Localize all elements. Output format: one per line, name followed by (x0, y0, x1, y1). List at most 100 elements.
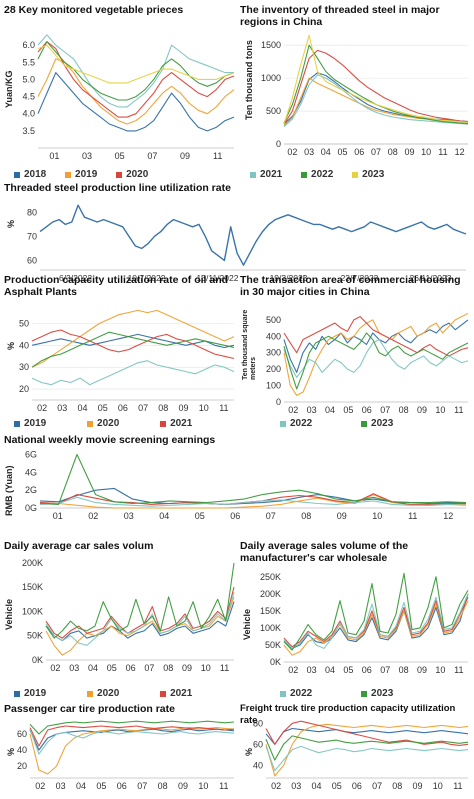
x-tick-label: 07 (137, 781, 147, 791)
y-tick-label: 5.0 (22, 74, 35, 84)
x-tick-label: 10/7/2022 (128, 273, 166, 283)
y-axis-label-oil: % (6, 341, 16, 350)
y-tick-label: 400 (266, 331, 281, 341)
x-tick-label: 06 (354, 147, 364, 157)
series-line-oil-2023 (31, 331, 235, 368)
legend-swatch (160, 420, 167, 427)
x-tick-label: 03 (69, 663, 79, 673)
series-line-movie-2022 (39, 496, 467, 507)
legend-item: 2022 (280, 418, 312, 429)
legend-swatch (14, 171, 20, 178)
y-tick-label: 200K (22, 558, 43, 568)
series-line-passtire-2020 (29, 727, 235, 775)
series-line-trucktire-2021 (265, 720, 469, 746)
y-tick-label: 200 (266, 364, 281, 374)
x-tick-label: 05 (115, 151, 125, 161)
x-tick-label: 03 (124, 511, 134, 521)
y-tick-label: 60 (253, 739, 263, 749)
x-tick-label: 10 (198, 781, 208, 791)
x-tick-label: 09 (417, 405, 427, 415)
y-tick-label: 0G (25, 503, 37, 513)
legend-item: 2019 (14, 688, 46, 699)
x-tick-label: 07 (372, 781, 382, 791)
legend-swatch (352, 171, 359, 178)
series-line-oil-2022 (31, 360, 235, 386)
series-line-veg-2019 (37, 58, 235, 125)
x-tick-label: 03 (57, 403, 67, 413)
series-line-wholesale-2022 (283, 593, 469, 649)
y-tick-label: 60 (27, 255, 37, 265)
x-tick-label: 08 (158, 781, 168, 791)
legend-swatch (87, 690, 94, 697)
series-line-steel-2019 (283, 77, 469, 126)
x-tick-label: 10 (435, 405, 445, 415)
x-tick-label: 09 (180, 151, 190, 161)
x-tick-label: 04 (88, 663, 98, 673)
chart-title-util: Threaded steel production line utilizati… (4, 182, 231, 194)
x-tick-label: 06 (230, 511, 240, 521)
y-tick-label: 30 (19, 362, 29, 372)
legend-swatch (116, 171, 123, 178)
x-tick-label: 11 (220, 663, 229, 673)
chart-title-wholesale: Daily average sales volume of the manufa… (240, 540, 409, 564)
y-tick-label: 40 (253, 760, 263, 770)
series-line-steel-2020 (283, 49, 469, 125)
series-line-housing-2020 (283, 312, 469, 396)
series-line-wholesale-2021 (283, 597, 469, 648)
x-tick-label: 08 (301, 511, 311, 521)
legend-swatch (14, 690, 20, 697)
x-tick-label: 10 (372, 511, 382, 521)
x-tick-label: 04 (321, 147, 331, 157)
legend-item: 2021 (160, 688, 192, 699)
x-tick-label: 07 (380, 405, 390, 415)
x-tick-label: 09 (178, 781, 188, 791)
x-tick-label: 09 (182, 663, 192, 673)
x-tick-label: 02 (288, 405, 298, 415)
chart-title-movie: National weekly movie screening earnings (4, 434, 216, 446)
y-axis-label-carsales: Vehicle (4, 598, 14, 630)
x-tick-label: 12 (455, 147, 465, 157)
legend-item: 2021 (160, 418, 192, 429)
x-tick-label: 05 (338, 147, 348, 157)
series-line-carsales-2023 (45, 562, 235, 639)
y-axis-label-trucktire: % (244, 747, 254, 756)
x-tick-label: 01 (53, 511, 63, 521)
series-line-wholesale-2023 (283, 572, 469, 651)
x-tick-label: 03 (56, 781, 66, 791)
series-line-passtire-2021 (29, 725, 235, 747)
legend-swatch (250, 171, 256, 178)
x-tick-label: 26/11/2023 (410, 273, 452, 283)
legend-wholesale: 2022 2023 (280, 688, 409, 700)
x-tick-label: 08 (163, 663, 173, 673)
x-tick-label: 10 (435, 665, 445, 675)
x-tick-label: 12 (443, 511, 453, 521)
x-tick-label: 08 (392, 781, 402, 791)
x-tick-label: 04 (76, 781, 86, 791)
series-line-housing-2019 (283, 319, 469, 373)
x-tick-label: 11 (454, 665, 463, 675)
y-tick-label: 100K (22, 606, 43, 616)
x-tick-label: 06 (118, 403, 128, 413)
x-tick-label: 02 (37, 403, 47, 413)
legend-veg: 2018 2019 2020 (14, 169, 164, 181)
series-line-carsales-2019 (45, 601, 235, 642)
x-tick-label: 02 (288, 665, 298, 675)
y-tick-label: 60 (17, 729, 27, 739)
legend-item: 2023 (361, 688, 393, 699)
series-line-trucktire-2019 (265, 727, 469, 745)
x-tick-label: 03 (307, 665, 317, 675)
series-line-oil-2019 (31, 333, 235, 349)
x-tick-label: 13/11/2022 (197, 273, 239, 283)
series-line-oil-2021 (31, 329, 235, 360)
y-tick-label: 20 (17, 761, 27, 771)
chart-title-housing: The transaction area of commercial housi… (240, 274, 461, 298)
x-tick-label: 07 (147, 151, 157, 161)
series-line-trucktire-2020 (265, 723, 469, 777)
y-tick-label: 0 (276, 139, 281, 149)
x-tick-label: 06 (117, 781, 127, 791)
x-tick-label: 08 (399, 665, 409, 675)
y-tick-label: 4.5 (22, 92, 35, 102)
series-line-trucktire-2022 (265, 745, 469, 772)
legend-oil: 2019 2020 2021 (14, 418, 208, 430)
